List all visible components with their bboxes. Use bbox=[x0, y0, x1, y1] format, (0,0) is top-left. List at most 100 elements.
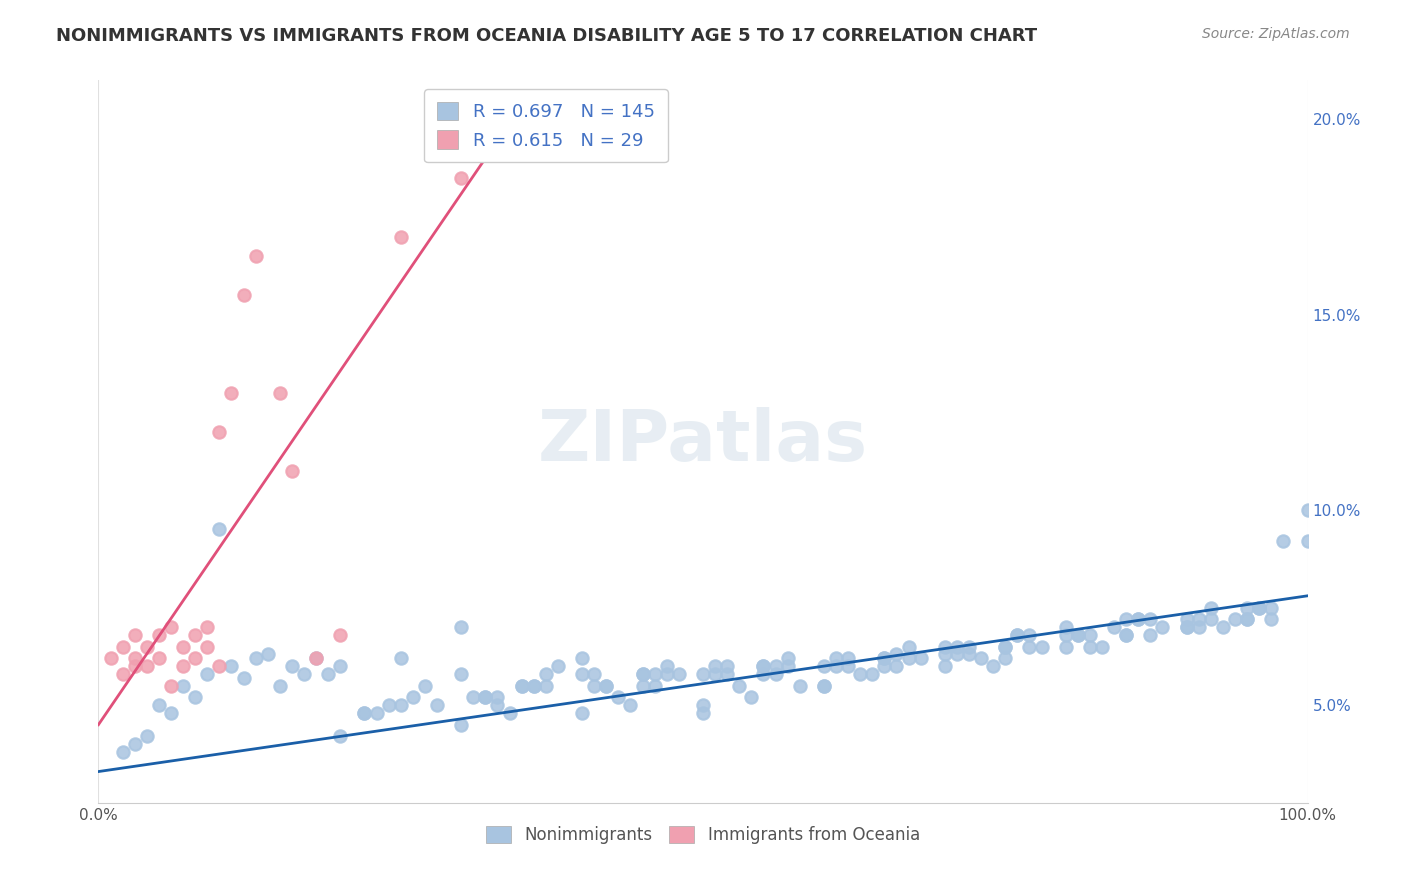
Point bbox=[111, 640, 134, 654]
Point bbox=[1175, 620, 1198, 634]
Point bbox=[1249, 600, 1271, 615]
Point bbox=[813, 679, 835, 693]
Point bbox=[837, 651, 859, 665]
Text: NONIMMIGRANTS VS IMMIGRANTS FROM OCEANIA DISABILITY AGE 5 TO 17 CORRELATION CHAR: NONIMMIGRANTS VS IMMIGRANTS FROM OCEANIA… bbox=[56, 27, 1038, 45]
Point bbox=[172, 679, 194, 693]
Point bbox=[208, 659, 231, 673]
Point bbox=[897, 651, 920, 665]
Point bbox=[135, 730, 157, 744]
Point bbox=[1115, 628, 1137, 642]
Point bbox=[825, 659, 848, 673]
Point bbox=[1236, 612, 1258, 626]
Point bbox=[450, 170, 472, 185]
Point bbox=[281, 659, 304, 673]
Point bbox=[1078, 628, 1101, 642]
Point bbox=[1054, 640, 1077, 654]
Point bbox=[813, 659, 835, 673]
Point bbox=[1188, 612, 1211, 626]
Point bbox=[1007, 628, 1029, 642]
Point bbox=[1260, 600, 1282, 615]
Point bbox=[353, 706, 375, 720]
Point bbox=[1223, 612, 1246, 626]
Point bbox=[631, 667, 654, 681]
Point bbox=[1067, 628, 1090, 642]
Point bbox=[316, 667, 339, 681]
Point bbox=[1054, 628, 1077, 642]
Point bbox=[111, 745, 134, 759]
Point bbox=[100, 651, 122, 665]
Point bbox=[389, 698, 412, 713]
Point bbox=[1260, 612, 1282, 626]
Point bbox=[413, 679, 436, 693]
Point bbox=[329, 659, 352, 673]
Point bbox=[245, 651, 267, 665]
Point bbox=[595, 679, 617, 693]
Point bbox=[934, 659, 956, 673]
Point bbox=[1236, 600, 1258, 615]
Text: Source: ZipAtlas.com: Source: ZipAtlas.com bbox=[1202, 27, 1350, 41]
Point bbox=[583, 679, 606, 693]
Point bbox=[232, 671, 254, 685]
Point bbox=[619, 698, 641, 713]
Point bbox=[571, 706, 593, 720]
Point bbox=[1091, 640, 1114, 654]
Point bbox=[135, 640, 157, 654]
Point bbox=[474, 690, 496, 705]
Point bbox=[160, 706, 183, 720]
Point bbox=[510, 679, 533, 693]
Point bbox=[692, 698, 714, 713]
Point bbox=[534, 667, 557, 681]
Point bbox=[1115, 628, 1137, 642]
Point bbox=[970, 651, 993, 665]
Point bbox=[1078, 640, 1101, 654]
Point bbox=[1236, 612, 1258, 626]
Point bbox=[160, 620, 183, 634]
Point bbox=[474, 690, 496, 705]
Point bbox=[860, 667, 883, 681]
Point bbox=[450, 717, 472, 731]
Point bbox=[886, 659, 908, 673]
Point bbox=[946, 640, 969, 654]
Point bbox=[776, 651, 799, 665]
Point bbox=[583, 667, 606, 681]
Point bbox=[716, 667, 738, 681]
Point bbox=[305, 651, 328, 665]
Point bbox=[426, 698, 449, 713]
Point bbox=[1139, 612, 1161, 626]
Point bbox=[160, 679, 183, 693]
Point bbox=[728, 679, 751, 693]
Point bbox=[305, 651, 328, 665]
Point bbox=[135, 659, 157, 673]
Point bbox=[1128, 612, 1150, 626]
Point bbox=[148, 651, 170, 665]
Point bbox=[631, 667, 654, 681]
Point bbox=[377, 698, 399, 713]
Point bbox=[595, 679, 617, 693]
Point bbox=[148, 698, 170, 713]
Point bbox=[1139, 628, 1161, 642]
Point bbox=[1188, 620, 1211, 634]
Point bbox=[184, 651, 207, 665]
Point bbox=[486, 690, 509, 705]
Point bbox=[740, 690, 762, 705]
Point bbox=[752, 659, 775, 673]
Point bbox=[704, 667, 727, 681]
Point bbox=[1067, 628, 1090, 642]
Point bbox=[1128, 612, 1150, 626]
Point bbox=[813, 679, 835, 693]
Point bbox=[692, 667, 714, 681]
Point bbox=[389, 229, 412, 244]
Point bbox=[1199, 600, 1222, 615]
Point bbox=[498, 706, 520, 720]
Point bbox=[510, 679, 533, 693]
Point bbox=[232, 288, 254, 302]
Point bbox=[946, 648, 969, 662]
Point bbox=[221, 659, 243, 673]
Point bbox=[292, 667, 315, 681]
Point bbox=[245, 249, 267, 263]
Point bbox=[934, 648, 956, 662]
Point bbox=[1031, 640, 1053, 654]
Point bbox=[450, 620, 472, 634]
Point bbox=[849, 667, 872, 681]
Point bbox=[184, 628, 207, 642]
